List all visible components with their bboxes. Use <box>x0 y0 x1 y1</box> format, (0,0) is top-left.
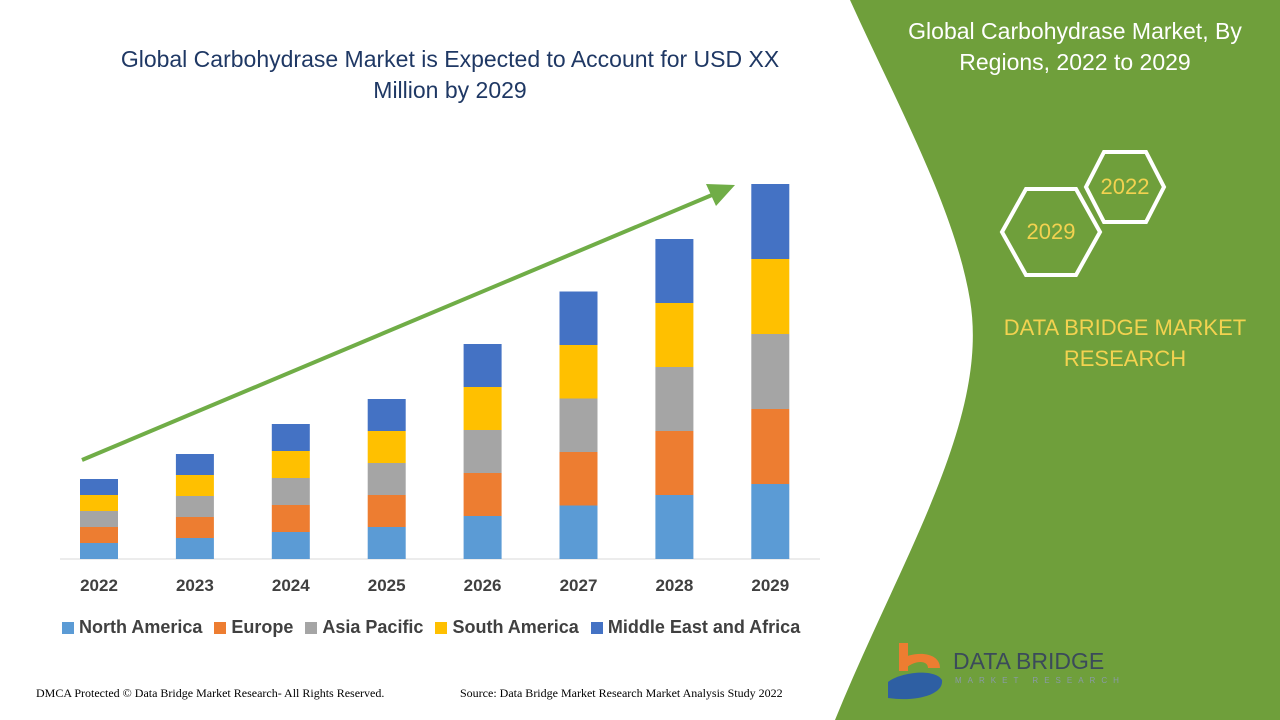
bar-2027-middle-east-and-africa <box>559 291 598 345</box>
hex-label-2022: 2022 <box>1100 174 1150 199</box>
legend-item: Europe <box>214 617 293 638</box>
bar-2025-europe <box>367 495 406 527</box>
hexagon-2029 <box>999 187 1103 277</box>
bar-2022-north-america <box>80 543 118 559</box>
bar-2029-middle-east-and-africa <box>751 184 790 259</box>
bar-2026-middle-east-and-africa <box>463 344 502 387</box>
bar-2027-north-america <box>559 505 598 559</box>
chart-title: Global Carbohydrase Market is Expected t… <box>120 46 780 103</box>
x-tick-label: 2028 <box>655 576 694 595</box>
logo-text: DATA BRIDGE <box>953 648 1105 674</box>
bar-2026-asia-pacific <box>463 430 502 473</box>
bar-2028-europe <box>655 431 694 495</box>
bar-2023-north-america <box>175 538 214 559</box>
logo-icon <box>888 643 943 700</box>
stacked-bar-chart <box>60 184 820 560</box>
legend-label: North America <box>79 617 203 637</box>
bar-2025-south-america <box>367 431 406 463</box>
panel-title: Global Carbohydrase Market, By Regions, … <box>908 18 1242 75</box>
bar-2026-south-america <box>463 387 502 430</box>
footer-copyright: DMCA Protected © Data Bridge Market Rese… <box>36 686 385 700</box>
legend-swatch <box>590 621 603 634</box>
bar-2023-asia-pacific <box>175 496 214 517</box>
legend: North America Europe Asia Pacific South Ame… <box>62 617 800 638</box>
legend-swatch <box>62 621 74 634</box>
legend-swatch <box>214 621 227 634</box>
bar-2022-europe <box>80 527 118 543</box>
bar-2028-north-america <box>655 495 694 559</box>
footer-source: Source: Data Bridge Market Research Mark… <box>460 686 783 700</box>
bar-2025-asia-pacific <box>367 463 406 495</box>
bar-2026-north-america <box>463 516 502 559</box>
x-tick-label: 2026 <box>463 576 502 595</box>
brand-text: DATA BRIDGE MARKET RESEARCH <box>1003 315 1247 371</box>
trend-arrow <box>81 184 735 462</box>
bar-2024-south-america <box>271 451 310 478</box>
legend-label: South America <box>452 617 579 637</box>
legend-item: Middle East and Africa <box>590 617 801 638</box>
hexagon-2022 <box>1083 150 1167 224</box>
bar-2022-middle-east-and-africa <box>80 479 118 495</box>
bar-2027-asia-pacific <box>559 398 598 452</box>
bar-2023-europe <box>175 517 214 538</box>
bar-2026-europe <box>463 473 502 516</box>
x-tick-label: 2029 <box>751 576 790 595</box>
bar-2022-south-america <box>80 495 118 511</box>
legend-label: Europe <box>231 617 294 637</box>
bar-2029-europe <box>751 409 790 484</box>
legend-swatch <box>435 621 448 634</box>
bar-2024-europe <box>271 505 310 532</box>
bar-2028-middle-east-and-africa <box>655 239 694 303</box>
bar-2023-middle-east-and-africa <box>175 454 214 475</box>
bar-2028-south-america <box>655 303 694 367</box>
bar-2024-asia-pacific <box>271 478 310 505</box>
logo-subtext: MARKET RESEARCH <box>955 676 1125 685</box>
legend-swatch <box>305 621 318 634</box>
bar-2027-south-america <box>559 345 598 399</box>
bar-2024-middle-east-and-africa <box>271 424 310 451</box>
x-tick-label: 2023 <box>175 576 214 595</box>
legend-item: South America <box>435 617 579 638</box>
bar-2025-north-america <box>367 527 406 559</box>
x-tick-label: 2025 <box>367 576 406 595</box>
bar-2023-south-america <box>175 475 214 496</box>
legend-item: Asia Pacific <box>305 617 423 638</box>
x-tick-label: 2024 <box>271 576 310 595</box>
bar-2025-middle-east-and-africa <box>367 399 406 431</box>
bar-2022-asia-pacific <box>80 511 118 527</box>
bar-2029-south-america <box>751 259 790 334</box>
bar-2027-europe <box>559 452 598 506</box>
bar-2028-asia-pacific <box>655 367 694 431</box>
bar-2024-north-america <box>271 532 310 559</box>
x-tick-label: 2027 <box>559 576 598 595</box>
legend-label: Middle East and Africa <box>607 617 801 637</box>
x-tick-label: 2022 <box>80 576 118 595</box>
bar-2029-north-america <box>751 484 790 559</box>
legend-label: Asia Pacific <box>322 617 424 637</box>
bar-2029-asia-pacific <box>751 334 790 409</box>
hex-label-2029: 2029 <box>1026 219 1076 244</box>
legend-item: North America <box>62 617 202 638</box>
